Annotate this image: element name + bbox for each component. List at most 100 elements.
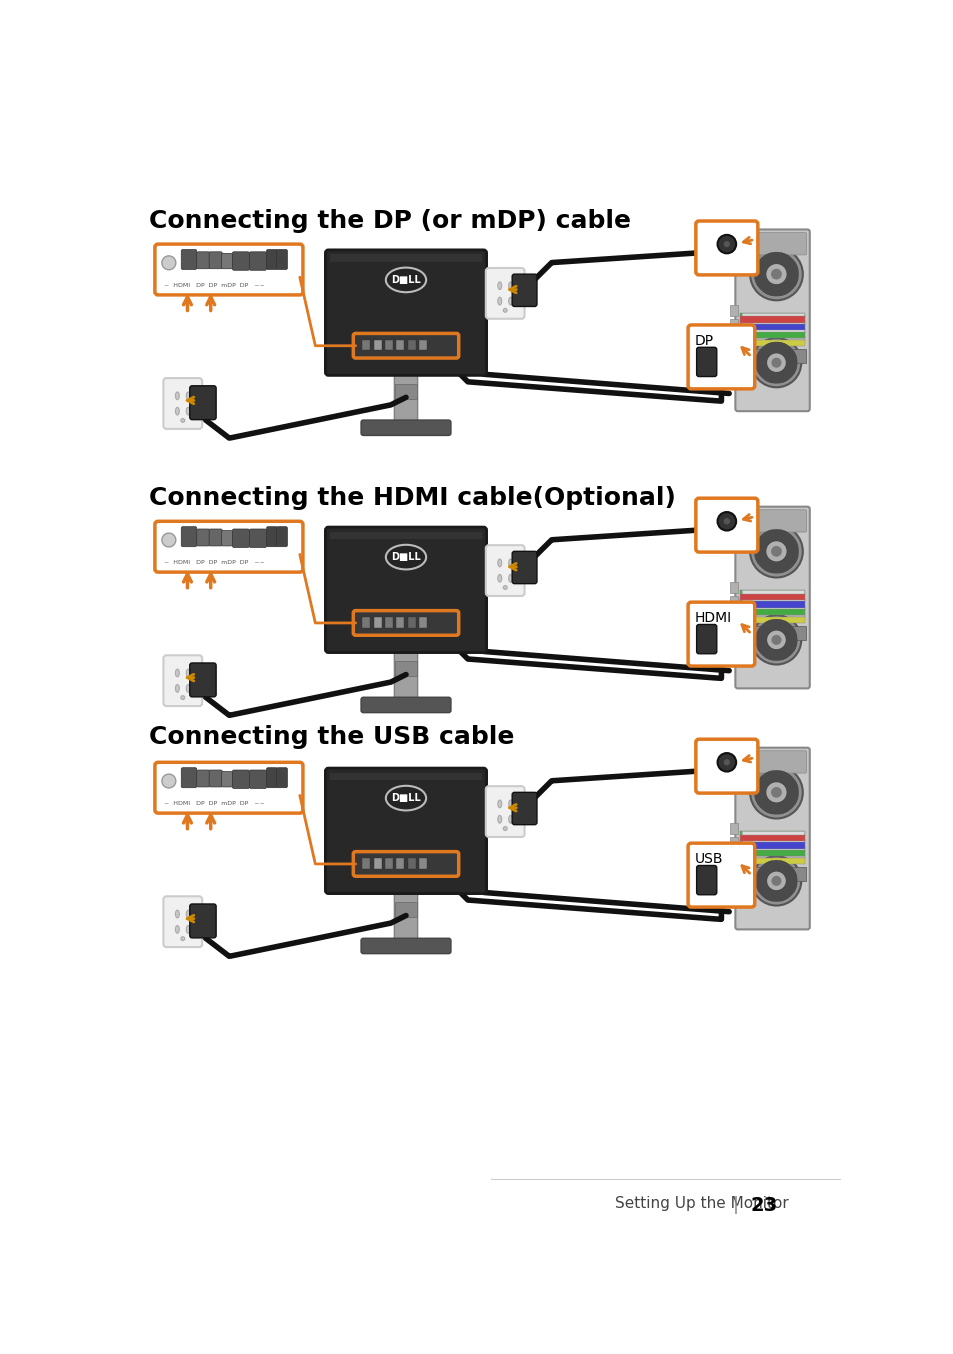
FancyBboxPatch shape xyxy=(190,386,216,420)
Polygon shape xyxy=(778,554,798,573)
Polygon shape xyxy=(778,276,798,297)
FancyBboxPatch shape xyxy=(276,249,287,269)
Circle shape xyxy=(722,517,730,525)
Ellipse shape xyxy=(497,559,501,567)
Ellipse shape xyxy=(508,815,512,823)
Polygon shape xyxy=(755,343,774,360)
Polygon shape xyxy=(784,351,797,375)
Bar xyxy=(740,617,804,623)
Polygon shape xyxy=(754,795,774,814)
Bar xyxy=(395,340,403,351)
Ellipse shape xyxy=(186,926,190,933)
Text: ~  HDMI   DP  DP  mDP  DP   ~~: ~ HDMI DP DP mDP DP ~~ xyxy=(164,283,265,288)
Ellipse shape xyxy=(508,298,512,305)
FancyBboxPatch shape xyxy=(695,739,757,793)
FancyBboxPatch shape xyxy=(209,252,222,268)
Ellipse shape xyxy=(503,309,507,313)
Ellipse shape xyxy=(508,559,512,567)
Bar xyxy=(729,609,737,620)
Bar xyxy=(408,858,416,868)
Ellipse shape xyxy=(181,696,185,700)
Polygon shape xyxy=(778,619,797,638)
Circle shape xyxy=(770,546,781,556)
FancyBboxPatch shape xyxy=(738,509,806,532)
Ellipse shape xyxy=(508,574,512,582)
Circle shape xyxy=(162,774,175,788)
Bar xyxy=(408,617,416,627)
Bar xyxy=(773,626,805,640)
Circle shape xyxy=(771,357,781,368)
Ellipse shape xyxy=(175,910,179,918)
FancyBboxPatch shape xyxy=(249,252,266,271)
FancyBboxPatch shape xyxy=(196,529,210,546)
Bar xyxy=(740,313,804,318)
Text: D■LL: D■LL xyxy=(391,793,420,803)
Bar xyxy=(729,318,737,329)
Bar xyxy=(740,609,804,615)
FancyBboxPatch shape xyxy=(360,420,451,436)
Bar xyxy=(729,850,737,861)
Bar xyxy=(740,597,804,603)
Circle shape xyxy=(749,248,802,301)
FancyBboxPatch shape xyxy=(233,529,249,547)
Polygon shape xyxy=(755,869,767,892)
Polygon shape xyxy=(778,860,797,879)
FancyBboxPatch shape xyxy=(735,747,809,929)
Ellipse shape xyxy=(186,391,190,399)
FancyBboxPatch shape xyxy=(266,249,277,269)
FancyBboxPatch shape xyxy=(163,896,202,946)
Bar xyxy=(729,305,737,315)
Ellipse shape xyxy=(497,800,501,808)
FancyBboxPatch shape xyxy=(190,904,216,938)
Polygon shape xyxy=(784,539,798,563)
Circle shape xyxy=(751,856,801,906)
FancyBboxPatch shape xyxy=(353,852,458,876)
Polygon shape xyxy=(755,619,774,638)
Bar xyxy=(395,383,416,399)
Bar xyxy=(729,823,737,834)
FancyBboxPatch shape xyxy=(209,770,222,787)
Circle shape xyxy=(717,753,736,772)
Bar xyxy=(361,858,369,868)
Bar xyxy=(385,617,393,627)
FancyBboxPatch shape xyxy=(249,770,266,788)
FancyBboxPatch shape xyxy=(696,347,716,376)
Polygon shape xyxy=(753,261,767,287)
Polygon shape xyxy=(754,252,774,272)
Circle shape xyxy=(722,758,730,766)
Ellipse shape xyxy=(508,800,512,808)
Bar xyxy=(740,332,804,338)
Bar xyxy=(740,842,804,849)
FancyBboxPatch shape xyxy=(735,506,809,688)
Bar xyxy=(385,340,393,351)
FancyBboxPatch shape xyxy=(687,844,754,907)
FancyBboxPatch shape xyxy=(276,527,287,547)
Bar xyxy=(740,626,771,640)
Bar xyxy=(395,617,403,627)
Bar xyxy=(385,858,393,868)
Polygon shape xyxy=(763,529,788,543)
FancyBboxPatch shape xyxy=(394,888,417,946)
Polygon shape xyxy=(753,539,767,563)
Text: Connecting the HDMI cable(Optional): Connecting the HDMI cable(Optional) xyxy=(149,486,675,510)
FancyBboxPatch shape xyxy=(196,770,210,787)
Bar xyxy=(418,617,427,627)
Circle shape xyxy=(765,630,785,650)
FancyBboxPatch shape xyxy=(154,762,303,814)
FancyBboxPatch shape xyxy=(353,333,458,357)
FancyBboxPatch shape xyxy=(266,527,277,547)
Polygon shape xyxy=(763,860,787,872)
Bar xyxy=(374,340,381,351)
FancyBboxPatch shape xyxy=(485,268,524,318)
Circle shape xyxy=(770,787,781,798)
Bar xyxy=(729,865,737,876)
Bar xyxy=(740,858,804,864)
Bar xyxy=(740,336,804,341)
Polygon shape xyxy=(753,780,767,804)
Ellipse shape xyxy=(497,282,501,290)
FancyBboxPatch shape xyxy=(360,697,451,712)
Circle shape xyxy=(765,263,786,284)
Polygon shape xyxy=(754,529,774,550)
Polygon shape xyxy=(754,770,774,791)
FancyBboxPatch shape xyxy=(233,770,249,788)
